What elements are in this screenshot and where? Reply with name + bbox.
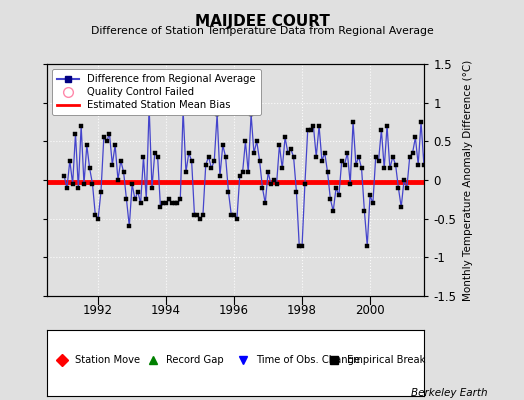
Text: 1994: 1994	[151, 304, 181, 317]
Text: 1998: 1998	[287, 304, 317, 317]
Text: 1992: 1992	[83, 304, 113, 317]
Y-axis label: Monthly Temperature Anomaly Difference (°C): Monthly Temperature Anomaly Difference (…	[463, 59, 473, 301]
Text: Record Gap: Record Gap	[166, 355, 224, 365]
Text: Time of Obs. Change: Time of Obs. Change	[257, 355, 361, 365]
Text: Berkeley Earth: Berkeley Earth	[411, 388, 487, 398]
Text: 1996: 1996	[219, 304, 249, 317]
Text: MAIJDEE COURT: MAIJDEE COURT	[194, 14, 330, 29]
Text: Difference of Station Temperature Data from Regional Average: Difference of Station Temperature Data f…	[91, 26, 433, 36]
Legend: Difference from Regional Average, Quality Control Failed, Estimated Station Mean: Difference from Regional Average, Qualit…	[52, 69, 261, 115]
Text: Empirical Break: Empirical Break	[347, 355, 425, 365]
Text: Station Move: Station Move	[75, 355, 140, 365]
Text: 2000: 2000	[355, 304, 385, 317]
